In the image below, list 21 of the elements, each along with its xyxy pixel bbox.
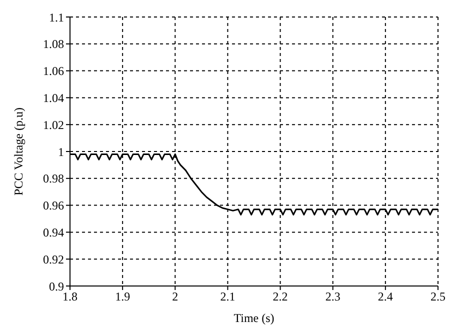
x-tick-label: 1.8 [62, 290, 78, 304]
y-tick-label: 0.98 [43, 172, 64, 186]
y-tick-label: 0.96 [43, 198, 64, 213]
y-tick-label: 1.1 [49, 10, 64, 24]
x-tick-label: 2.2 [272, 290, 288, 304]
y-tick-label: 1.06 [43, 64, 64, 78]
x-axis-title: Time (s) [234, 311, 274, 325]
y-tick-label: 1.02 [43, 118, 64, 132]
x-tick-label: 2 [172, 290, 178, 304]
y-tick-label: 1.04 [43, 90, 64, 105]
y-tick-label: 0.94 [43, 225, 64, 240]
x-tick-label: 1.9 [115, 290, 130, 304]
x-tick-label: 2.4 [378, 290, 393, 304]
y-tick-label: 1 [58, 144, 64, 159]
y-tick-label: 0.9 [49, 279, 64, 294]
y-axis-title: PCC Voltage (p.u) [11, 108, 26, 196]
x-tick-label: 2.3 [325, 290, 340, 304]
x-tick-label: 2.1 [220, 290, 236, 304]
y-tick-label: 1.08 [43, 37, 64, 52]
y-tick-label: 0.92 [43, 252, 64, 266]
x-tick-label: 2.5 [430, 290, 446, 304]
